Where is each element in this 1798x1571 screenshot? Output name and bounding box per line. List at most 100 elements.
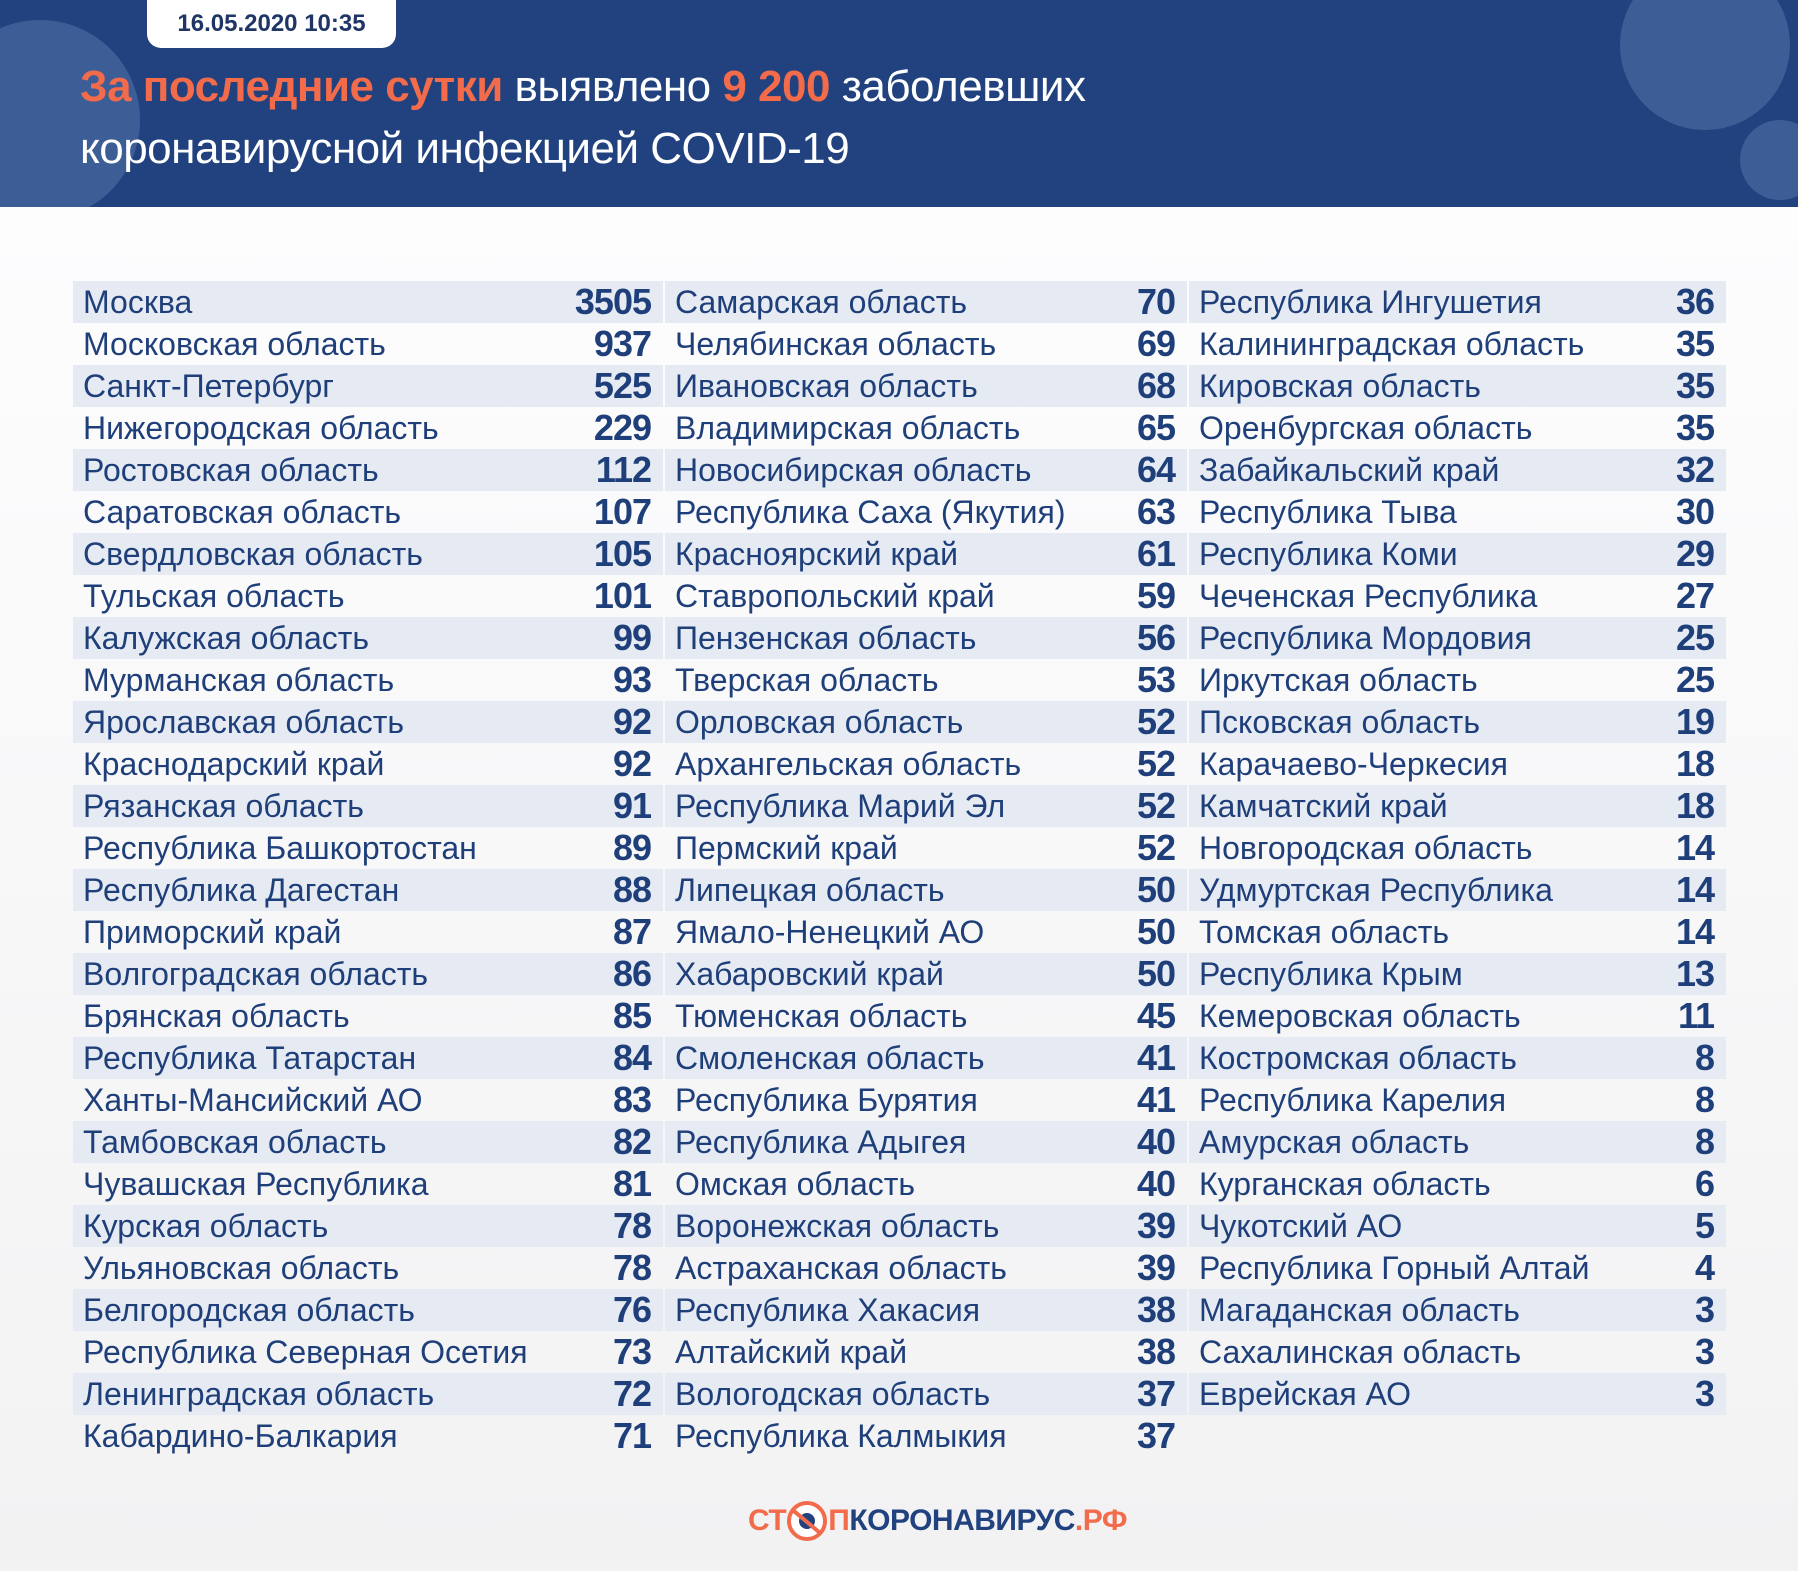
region-row: Владимирская область 65 (665, 407, 1187, 449)
region-row: Хабаровский край 50 (665, 953, 1187, 995)
region-name: Республика Бурятия (675, 1081, 978, 1118)
region-name: Тюменская область (675, 997, 968, 1034)
region-name: Воронежская область (675, 1207, 1000, 1244)
region-row: Карачаево-Черкесия 18 (1189, 743, 1726, 785)
case-count: 73 (612, 1331, 652, 1372)
region-row: Новосибирская область 64 (665, 449, 1187, 491)
case-count: 52 (1136, 701, 1176, 742)
case-count: 89 (612, 827, 652, 868)
region-row: Архангельская область 52 (665, 743, 1187, 785)
case-count: 525 (593, 365, 652, 406)
region-name: Ставропольский край (675, 577, 995, 614)
region-column-1: Москва 3505 Московская область 937 Санкт-Пет… (73, 281, 663, 1457)
region-row: Забайкальский край 32 (1189, 449, 1726, 491)
case-count: 30 (1675, 491, 1715, 532)
case-count: 229 (593, 407, 652, 448)
region-name: Липецкая область (675, 871, 945, 908)
region-row: Сахалинская область 3 (1189, 1331, 1726, 1373)
region-name: Москва (83, 283, 193, 320)
region-row: Республика Марий Эл 52 (665, 785, 1187, 827)
region-row: Ульяновская область 78 (73, 1247, 663, 1289)
region-name: Саратовская область (83, 493, 402, 530)
region-row: Чукотский АО 5 (1189, 1205, 1726, 1247)
region-row: Омская область 40 (665, 1163, 1187, 1205)
case-count: 32 (1675, 449, 1715, 490)
region-name: Орловская область (675, 703, 964, 740)
region-row: Республика Северная Осетия 73 (73, 1331, 663, 1373)
region-row: Тверская область 53 (665, 659, 1187, 701)
region-name: Республика Мордовия (1199, 619, 1532, 656)
region-name: Чукотский АО (1199, 1207, 1403, 1244)
region-name: Республика Дагестан (83, 871, 400, 908)
region-name: Брянская область (83, 997, 350, 1034)
case-count: 50 (1136, 869, 1176, 910)
region-name: Республика Калмыкия (675, 1417, 1007, 1454)
case-count: 3 (1694, 1289, 1715, 1330)
region-row: Самарская область 70 (665, 281, 1187, 323)
region-row: Республика Мордовия 25 (1189, 617, 1726, 659)
region-name: Свердловская область (83, 535, 423, 572)
case-count: 39 (1136, 1205, 1176, 1246)
case-count: 85 (612, 995, 652, 1036)
region-name: Республика Коми (1199, 535, 1458, 572)
region-name: Республика Ингушетия (1199, 283, 1542, 320)
case-count: 91 (612, 785, 652, 826)
region-name: Нижегородская область (83, 409, 439, 446)
case-count: 84 (612, 1037, 652, 1078)
region-name: Владимирская область (675, 409, 1021, 446)
case-count: 37 (1136, 1415, 1176, 1456)
case-count: 14 (1675, 869, 1715, 910)
region-row: Республика Тыва 30 (1189, 491, 1726, 533)
region-row: Чеченская Республика 27 (1189, 575, 1726, 617)
case-count: 68 (1136, 365, 1176, 406)
case-count: 71 (612, 1415, 652, 1456)
case-count: 86 (612, 953, 652, 994)
region-row: Нижегородская область 229 (73, 407, 663, 449)
region-row: Еврейская АО 3 (1189, 1373, 1726, 1415)
region-row: Ханты-Мансийский АО 83 (73, 1079, 663, 1121)
case-count: 105 (593, 533, 652, 574)
region-name: Красноярский край (675, 535, 958, 572)
case-count: 92 (612, 743, 652, 784)
region-row: Оренбургская область 35 (1189, 407, 1726, 449)
region-row: Калужская область 99 (73, 617, 663, 659)
case-count: 38 (1136, 1289, 1176, 1330)
region-name: Республика Саха (Якутия) (675, 493, 1066, 530)
case-count: 82 (612, 1121, 652, 1162)
region-name: Ульяновская область (83, 1249, 400, 1286)
region-name: Сахалинская область (1199, 1333, 1522, 1370)
region-row: Амурская область 8 (1189, 1121, 1726, 1163)
region-row: Иркутская область 25 (1189, 659, 1726, 701)
case-count: 112 (595, 449, 652, 490)
region-name: Калужская область (83, 619, 370, 656)
region-name: Калининградская область (1199, 325, 1585, 362)
case-count: 101 (593, 575, 652, 616)
region-row: Республика Бурятия 41 (665, 1079, 1187, 1121)
case-count: 65 (1136, 407, 1176, 448)
region-row: Волгоградская область 86 (73, 953, 663, 995)
region-name: Смоленская область (675, 1039, 985, 1076)
case-count: 52 (1136, 743, 1176, 784)
case-count: 3505 (574, 281, 652, 322)
case-count: 41 (1136, 1079, 1176, 1120)
region-row: Республика Башкортостан 89 (73, 827, 663, 869)
region-name: Самарская область (675, 283, 968, 320)
region-row: Санкт-Петербург 525 (73, 365, 663, 407)
region-row: Кабардино-Балкария 71 (73, 1415, 663, 1457)
case-count: 19 (1675, 701, 1715, 742)
case-count: 76 (612, 1289, 652, 1330)
region-name: Ростовская область (83, 451, 379, 488)
region-name: Республика Адыгея (675, 1123, 967, 1160)
region-name: Курганская область (1199, 1165, 1491, 1202)
case-count: 92 (612, 701, 652, 742)
region-row: Ставропольский край 59 (665, 575, 1187, 617)
case-count: 3 (1694, 1331, 1715, 1372)
region-name: Челябинская область (675, 325, 997, 362)
region-name: Белгородская область (83, 1291, 415, 1328)
case-count: 63 (1136, 491, 1176, 532)
region-name: Санкт-Петербург (83, 367, 334, 404)
case-count: 25 (1675, 659, 1715, 700)
case-count: 18 (1675, 785, 1715, 826)
case-count: 18 (1675, 743, 1715, 784)
region-name: Тамбовская область (83, 1123, 387, 1160)
